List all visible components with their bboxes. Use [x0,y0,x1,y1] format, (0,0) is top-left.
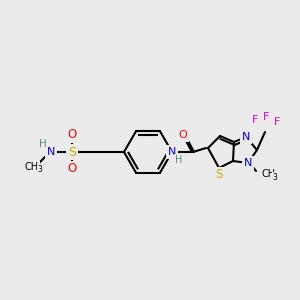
Text: F: F [274,117,280,127]
Text: S: S [68,146,76,158]
Text: N: N [168,147,176,157]
Text: CH: CH [25,162,39,172]
Text: O: O [68,128,76,142]
Text: O: O [68,163,76,176]
Text: 3: 3 [38,166,42,175]
Text: H: H [39,139,47,149]
Text: 3: 3 [272,172,277,182]
Text: N: N [242,132,250,142]
Text: O: O [178,130,188,140]
Text: CH: CH [261,169,275,179]
Text: H: H [175,155,183,165]
Text: S: S [215,169,223,182]
Text: F: F [252,115,258,125]
Text: F: F [263,112,269,122]
Text: N: N [244,158,252,168]
Text: N: N [47,147,55,157]
